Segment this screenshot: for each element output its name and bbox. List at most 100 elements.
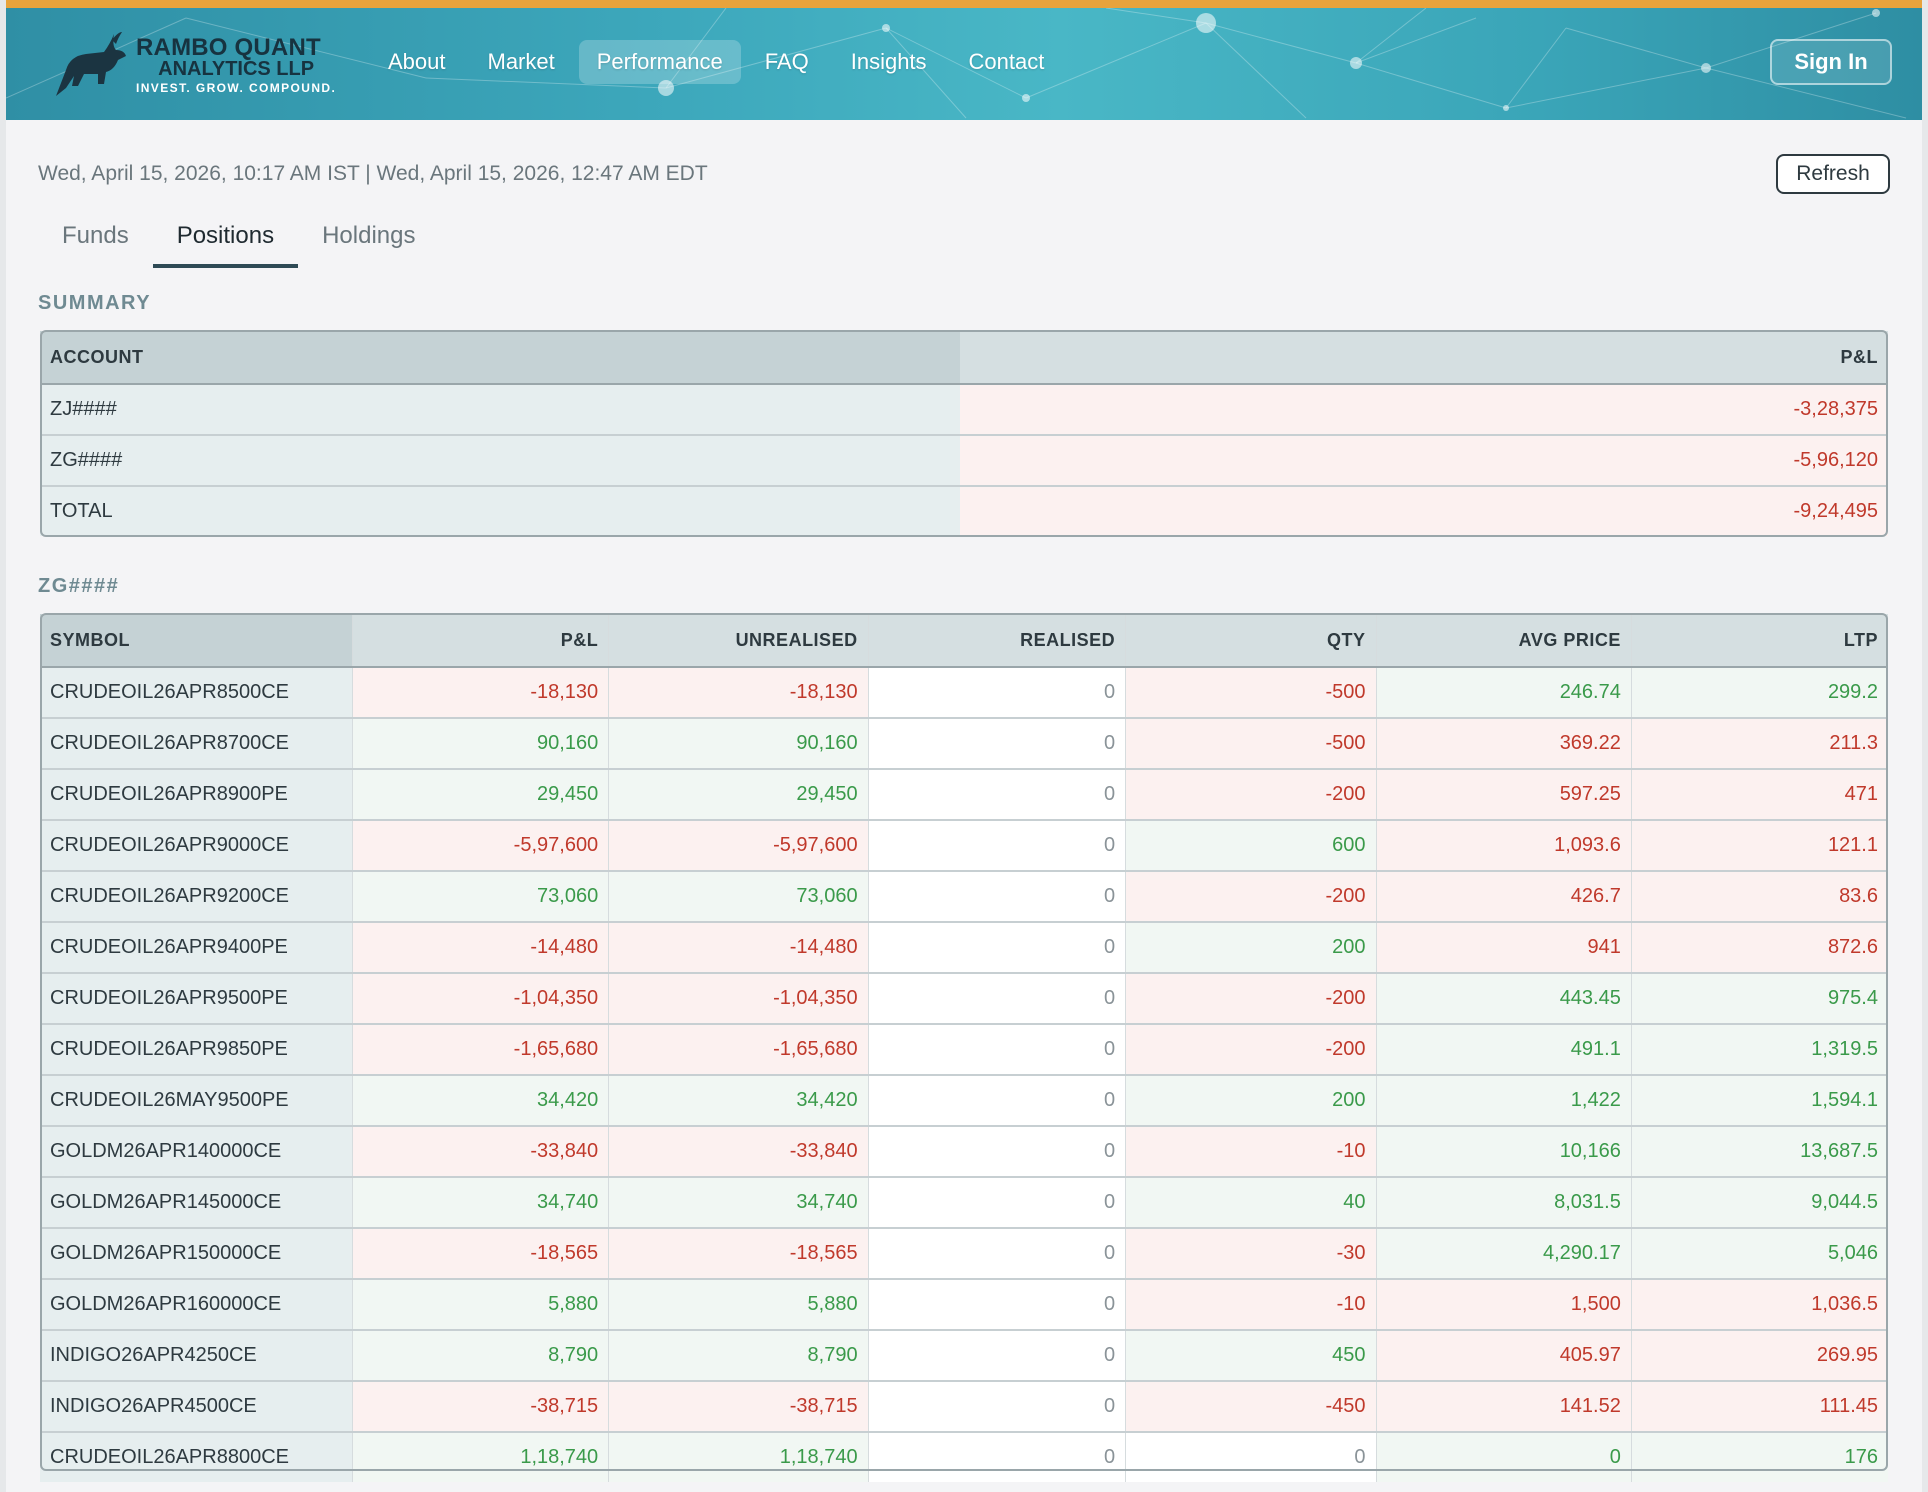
position-realised-cell: 0 <box>868 973 1127 1025</box>
position-unrealised-cell: 73,060 <box>608 871 869 923</box>
logo-name-line2: ANALYTICS LLP <box>158 58 315 80</box>
summary-pnl-cell: -5,96,120 <box>960 435 1888 487</box>
position-ltp-cell: 176 <box>1631 1432 1888 1482</box>
position-avg-price-cell: 0 <box>1376 1432 1632 1482</box>
position-pnl-cell: 8,790 <box>352 1330 610 1382</box>
nav-contact[interactable]: Contact <box>968 49 1045 74</box>
summary-row: ZJ#### -3,28,375 <box>40 384 1888 436</box>
position-symbol-cell: CRUDEOIL26APR9200CE <box>40 871 353 923</box>
company-logo[interactable]: RAMBO QUANT ANALYTICS LLP INVEST. GROW. … <box>52 30 336 100</box>
nav-market[interactable]: Market <box>487 49 555 74</box>
position-avg-price-cell: 141.52 <box>1376 1381 1632 1433</box>
position-symbol-cell: CRUDEOIL26APR9850PE <box>40 1024 353 1076</box>
page-frame-right <box>1922 0 1928 1492</box>
positions-header-qty: QTY <box>1125 614 1377 668</box>
sign-in-button[interactable]: Sign In <box>1770 39 1892 85</box>
summary-row: ZG#### -5,96,120 <box>40 435 1888 487</box>
position-realised-cell: 0 <box>868 871 1127 923</box>
position-pnl-cell: 73,060 <box>352 871 610 923</box>
position-row: INDIGO26APR4250CE 8,790 8,790 0 450 405.97 269… <box>40 1330 1888 1382</box>
position-pnl-cell: -1,04,350 <box>352 973 610 1025</box>
summary-header-row: ACCOUNT P&L <box>40 331 1888 385</box>
tab-funds[interactable]: Funds <box>62 222 129 249</box>
position-row: CRUDEOIL26APR9850PE -1,65,680 -1,65,680 0 -2… <box>40 1024 1888 1076</box>
nav-faq[interactable]: FAQ <box>764 49 809 74</box>
position-unrealised-cell: -33,840 <box>608 1126 869 1178</box>
position-ltp-cell: 13,687.5 <box>1631 1126 1888 1178</box>
summary-account-cell: ZJ#### <box>40 384 960 436</box>
summary-header-pnl: P&L <box>960 331 1888 385</box>
position-pnl-cell: -14,480 <box>352 922 610 974</box>
position-qty-cell: 200 <box>1125 1075 1377 1127</box>
position-qty-cell: -450 <box>1125 1381 1377 1433</box>
positions-table: SYMBOL P&L UNREALISED REALISED QTY AVG PRICE L… <box>40 614 1888 1482</box>
position-unrealised-cell: -5,97,600 <box>608 820 869 872</box>
position-qty-cell: 0 <box>1125 1432 1377 1482</box>
position-pnl-cell: 5,880 <box>352 1279 610 1331</box>
position-pnl-cell: -33,840 <box>352 1126 610 1178</box>
position-unrealised-cell: -1,65,680 <box>608 1024 869 1076</box>
position-pnl-cell: 1,18,740 <box>352 1432 610 1482</box>
position-symbol-cell: GOLDM26APR150000CE <box>40 1228 353 1280</box>
position-row: GOLDM26APR145000CE 34,740 34,740 0 40 8,031.5… <box>40 1177 1888 1229</box>
position-symbol-cell: CRUDEOIL26APR8800CE <box>40 1432 353 1482</box>
main-nav: About Market Performance FAQ Insights Co… <box>370 40 1068 84</box>
network-background <box>6 8 1907 119</box>
positions-table-body: CRUDEOIL26APR8500CE -18,130 -18,130 0 -500 24… <box>40 667 1888 1482</box>
position-qty-cell: -500 <box>1125 667 1377 719</box>
position-realised-cell: 0 <box>868 1177 1127 1229</box>
position-avg-price-cell: 1,093.6 <box>1376 820 1632 872</box>
position-realised-cell: 0 <box>868 718 1127 770</box>
position-symbol-cell: CRUDEOIL26APR8900PE <box>40 769 353 821</box>
position-realised-cell: 0 <box>868 1432 1127 1482</box>
positions-header-symbol: SYMBOL <box>40 614 353 668</box>
position-symbol-cell: INDIGO26APR4500CE <box>40 1381 353 1433</box>
position-unrealised-cell: 34,740 <box>608 1177 869 1229</box>
position-pnl-cell: 34,420 <box>352 1075 610 1127</box>
position-row: GOLDM26APR160000CE 5,880 5,880 0 -10 1,500 1,0… <box>40 1279 1888 1331</box>
position-ltp-cell: 1,319.5 <box>1631 1024 1888 1076</box>
position-realised-cell: 0 <box>868 1330 1127 1382</box>
position-symbol-cell: CRUDEOIL26APR8700CE <box>40 718 353 770</box>
position-qty-cell: -500 <box>1125 718 1377 770</box>
bull-logo-icon <box>56 32 126 96</box>
tab-positions[interactable]: Positions <box>152 214 299 268</box>
position-row: CRUDEOIL26APR8900PE 29,450 29,450 0 -200 597.… <box>40 769 1888 821</box>
position-ltp-cell: 471 <box>1631 769 1888 821</box>
position-realised-cell: 0 <box>868 1228 1127 1280</box>
position-qty-cell: -10 <box>1125 1279 1377 1331</box>
refresh-button[interactable]: Refresh <box>1776 154 1890 194</box>
position-qty-cell: 40 <box>1125 1177 1377 1229</box>
position-ltp-cell: 299.2 <box>1631 667 1888 719</box>
logo-name-line1: RAMBO QUANT <box>136 34 321 61</box>
position-qty-cell: 200 <box>1125 922 1377 974</box>
position-row: GOLDM26APR140000CE -33,840 -33,840 0 -10 10,1… <box>40 1126 1888 1178</box>
nav-insights[interactable]: Insights <box>850 49 927 74</box>
position-pnl-cell: 34,740 <box>352 1177 610 1229</box>
position-ltp-cell: 1,036.5 <box>1631 1279 1888 1331</box>
logo-tagline: INVEST. GROW. COMPOUND. <box>136 81 337 95</box>
position-qty-cell: -10 <box>1125 1126 1377 1178</box>
position-avg-price-cell: 597.25 <box>1376 769 1632 821</box>
position-row: CRUDEOIL26APR8800CE 1,18,740 1,18,740 0 0 0 17… <box>40 1432 1888 1482</box>
position-realised-cell: 0 <box>868 1381 1127 1433</box>
tab-holdings[interactable]: Holdings <box>322 222 416 249</box>
positions-header-row: SYMBOL P&L UNREALISED REALISED QTY AVG PRICE L… <box>40 614 1888 668</box>
position-unrealised-cell: -38,715 <box>608 1381 869 1433</box>
position-symbol-cell: GOLDM26APR140000CE <box>40 1126 353 1178</box>
position-unrealised-cell: 90,160 <box>608 718 869 770</box>
position-avg-price-cell: 1,500 <box>1376 1279 1632 1331</box>
position-avg-price-cell: 941 <box>1376 922 1632 974</box>
position-qty-cell: 600 <box>1125 820 1377 872</box>
position-ltp-cell: 1,594.1 <box>1631 1075 1888 1127</box>
position-unrealised-cell: -14,480 <box>608 922 869 974</box>
nav-about[interactable]: About <box>388 49 446 74</box>
position-ltp-cell: 872.6 <box>1631 922 1888 974</box>
nav-performance[interactable]: Performance <box>578 40 741 84</box>
position-unrealised-cell: -18,130 <box>608 667 869 719</box>
positions-header-pnl: P&L <box>352 614 610 668</box>
position-pnl-cell: -38,715 <box>352 1381 610 1433</box>
positions-header-realised: REALISED <box>868 614 1127 668</box>
position-qty-cell: -200 <box>1125 871 1377 923</box>
position-avg-price-cell: 443.45 <box>1376 973 1632 1025</box>
